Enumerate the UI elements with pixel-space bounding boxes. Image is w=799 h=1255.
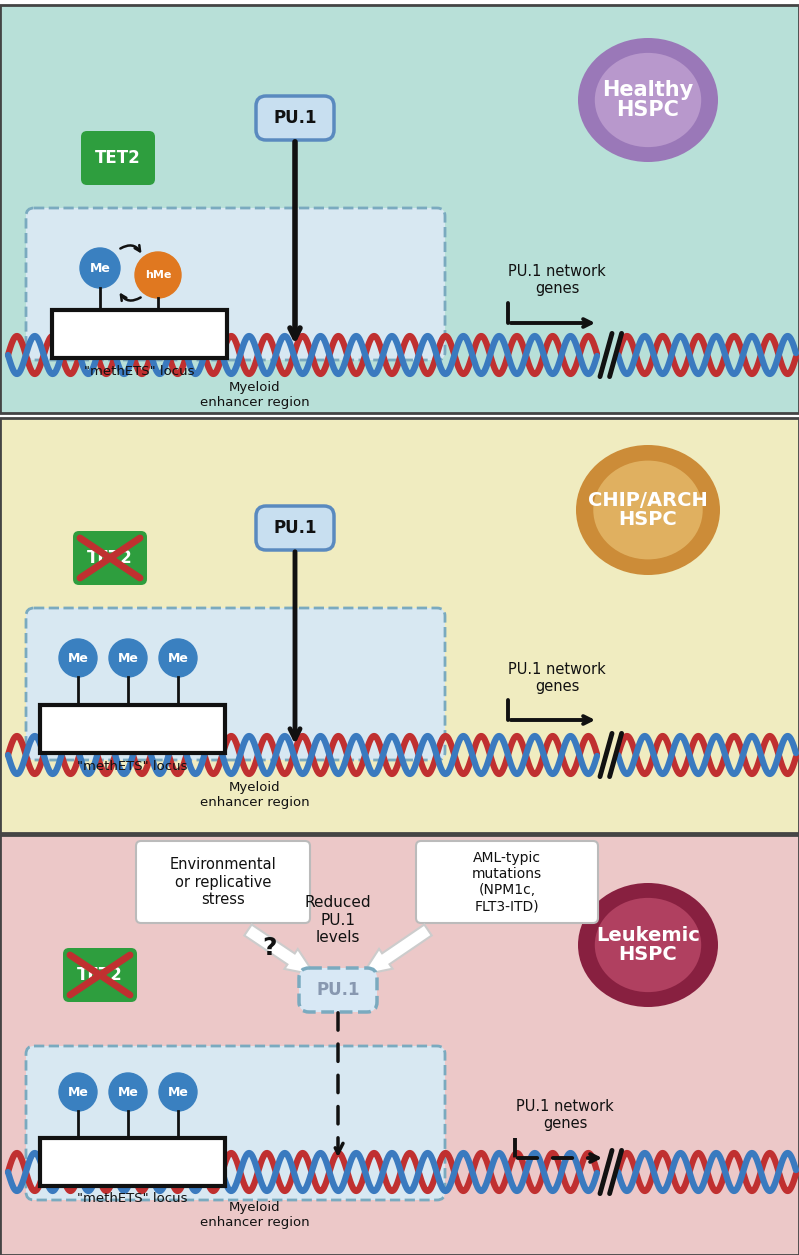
Text: Me: Me	[168, 1086, 189, 1098]
Text: Me: Me	[117, 651, 138, 664]
Bar	[52, 310, 227, 358]
Ellipse shape	[594, 461, 702, 560]
Text: hMe: hMe	[145, 270, 171, 280]
Ellipse shape	[578, 38, 718, 162]
Text: "methETS" locus: "methETS" locus	[84, 364, 195, 378]
Text: Reduced
PU.1
levels: Reduced PU.1 levels	[304, 895, 372, 945]
Bar	[0, 5, 799, 413]
Circle shape	[109, 1073, 147, 1111]
Polygon shape	[362, 925, 431, 975]
Text: Me: Me	[117, 1086, 138, 1098]
Bar	[0, 418, 799, 833]
Text: PU.1 network
genes: PU.1 network genes	[508, 661, 606, 694]
Text: Leukemic: Leukemic	[596, 926, 700, 945]
Polygon shape	[244, 925, 315, 975]
Text: TET2: TET2	[95, 149, 141, 167]
FancyBboxPatch shape	[26, 607, 445, 761]
FancyBboxPatch shape	[136, 841, 310, 922]
Text: "methETS" locus: "methETS" locus	[78, 759, 188, 773]
Bar	[0, 835, 799, 1255]
Text: TET2: TET2	[78, 966, 123, 984]
Circle shape	[59, 1073, 97, 1111]
Text: PU.1: PU.1	[273, 520, 316, 537]
Text: HSPC: HSPC	[617, 100, 679, 120]
Text: PU.1 network
genes: PU.1 network genes	[516, 1099, 614, 1131]
Circle shape	[59, 639, 97, 676]
FancyBboxPatch shape	[256, 95, 334, 141]
FancyBboxPatch shape	[81, 131, 155, 184]
Circle shape	[159, 639, 197, 676]
Text: PU.1: PU.1	[316, 981, 360, 999]
Ellipse shape	[594, 897, 702, 993]
Ellipse shape	[578, 884, 718, 1007]
FancyBboxPatch shape	[73, 531, 147, 585]
Circle shape	[109, 639, 147, 676]
FancyBboxPatch shape	[299, 968, 377, 1012]
FancyBboxPatch shape	[416, 841, 598, 922]
Text: Me: Me	[89, 261, 110, 275]
Text: ?: ?	[263, 936, 277, 960]
Ellipse shape	[594, 53, 702, 147]
Text: TET2: TET2	[87, 548, 133, 567]
Text: Healthy: Healthy	[602, 80, 694, 100]
Text: Me: Me	[68, 651, 89, 664]
Text: Me: Me	[168, 651, 189, 664]
Ellipse shape	[576, 446, 720, 575]
Text: CHIP/ARCH: CHIP/ARCH	[588, 491, 708, 510]
Text: HSPC: HSPC	[618, 945, 678, 964]
Text: Myeloid
enhancer region: Myeloid enhancer region	[201, 382, 310, 409]
FancyBboxPatch shape	[63, 948, 137, 1001]
Text: AML-typic
mutations
(NPM1c,
FLT3-ITD): AML-typic mutations (NPM1c, FLT3-ITD)	[472, 851, 542, 914]
Text: Me: Me	[68, 1086, 89, 1098]
Text: PU.1 network
genes: PU.1 network genes	[508, 264, 606, 296]
Circle shape	[80, 248, 120, 287]
Circle shape	[135, 252, 181, 297]
FancyBboxPatch shape	[26, 208, 445, 360]
Text: PU.1: PU.1	[273, 109, 316, 127]
Bar	[40, 1138, 225, 1186]
Text: HSPC: HSPC	[618, 510, 678, 528]
Text: Myeloid
enhancer region: Myeloid enhancer region	[201, 781, 310, 809]
Circle shape	[159, 1073, 197, 1111]
Text: Environmental
or replicative
stress: Environmental or replicative stress	[169, 857, 276, 907]
FancyBboxPatch shape	[26, 1045, 445, 1200]
FancyBboxPatch shape	[256, 506, 334, 550]
Text: "methETS" locus: "methETS" locus	[78, 1192, 188, 1206]
Text: Myeloid
enhancer region: Myeloid enhancer region	[201, 1201, 310, 1229]
Bar	[40, 705, 225, 753]
